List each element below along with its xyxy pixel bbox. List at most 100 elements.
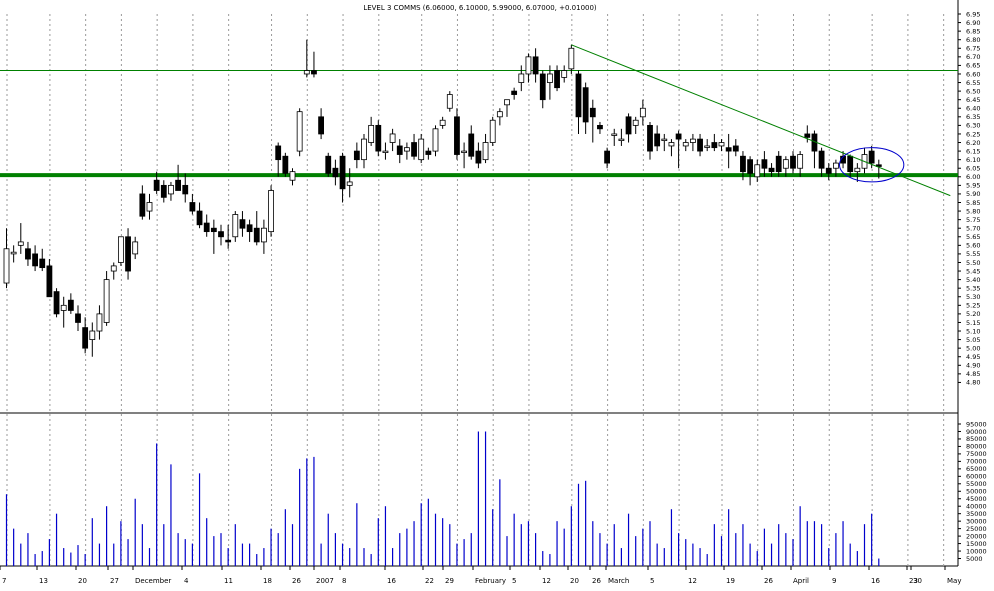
x-tick-label: 26 [592, 577, 601, 585]
candle-up [547, 73, 553, 83]
candle-down [768, 167, 775, 173]
volume-tick-label: 95000 [966, 420, 987, 428]
y-tick-label: 5.65 [966, 233, 980, 241]
candle-up [296, 111, 303, 152]
candle-down [196, 210, 203, 226]
highlight-ellipse [838, 147, 905, 183]
candle-down [868, 150, 875, 164]
x-tick-label: 22 [425, 577, 434, 585]
volume-tick-label: 40000 [966, 503, 987, 511]
candle-down [153, 179, 160, 191]
y-tick-label: 5.95 [966, 182, 980, 190]
candle-down [740, 155, 746, 173]
candle-down [818, 150, 825, 169]
candle-up [3, 248, 10, 284]
volume-tick-label: 75000 [966, 450, 987, 458]
chart-title: LEVEL 3 COMMS (6.06000, 6.10000, 5.99000… [363, 4, 597, 12]
candle-down [246, 224, 253, 233]
candle-down [39, 258, 46, 269]
y-tick-label: 6.05 [966, 165, 980, 173]
candle-down [589, 107, 596, 118]
y-tick-label: 5.30 [966, 293, 980, 301]
candle-down [175, 179, 182, 191]
y-tick-label: 6.10 [966, 156, 980, 164]
trendline [571, 44, 951, 197]
candle-up [782, 159, 789, 169]
x-tick-label: 4 [184, 577, 189, 585]
x-tick-label: March [608, 577, 629, 585]
y-tick-label: 5.05 [966, 336, 980, 344]
candle-up [346, 181, 353, 186]
x-tick-label: 11 [224, 577, 233, 585]
candle-down [332, 167, 339, 178]
volume-tick-label: 25000 [966, 525, 987, 533]
y-tick-label: 6.20 [966, 139, 980, 147]
volume-tick-label: 50000 [966, 488, 987, 496]
candle-down [125, 236, 131, 272]
candle-down [875, 164, 882, 167]
candle-down [804, 133, 811, 138]
y-tick-label: 6.15 [966, 147, 980, 155]
candle-down [160, 184, 167, 198]
candle-up [704, 145, 711, 148]
candle-down [454, 116, 460, 155]
candle-down [654, 133, 661, 147]
volume-tick-label: 45000 [966, 495, 987, 503]
candle-down [554, 70, 560, 89]
y-tick-label: 5.00 [966, 344, 980, 352]
candle-up [103, 279, 110, 323]
x-tick-label: 29 [445, 577, 454, 585]
candle-up [89, 330, 96, 340]
candle-up [718, 142, 725, 147]
candle-down [75, 313, 81, 323]
candle-up [446, 94, 453, 109]
candle-down [675, 133, 682, 140]
x-tick-label: 18 [263, 577, 272, 585]
candle-down [582, 87, 589, 123]
y-tick-label: 5.55 [966, 250, 980, 258]
candle-up [611, 133, 618, 136]
x-tick-label: 20 [570, 577, 579, 585]
candle-down [847, 155, 854, 173]
candle-down [253, 227, 260, 243]
candle-up [618, 138, 625, 141]
candle-up [232, 214, 239, 238]
candle-up [110, 265, 117, 272]
y-tick-label: 5.20 [966, 310, 980, 318]
candle-down [825, 167, 832, 174]
candle-up [682, 142, 689, 147]
candle-down [139, 193, 146, 217]
y-tick-label: 5.25 [966, 302, 980, 310]
candle-down [210, 227, 217, 233]
candle-down [790, 155, 796, 169]
candle-down [532, 56, 539, 75]
volume-tick-label: 10000 [966, 547, 987, 555]
candle-down [225, 239, 232, 243]
y-tick-label: 4.90 [966, 362, 980, 370]
candle-down [711, 142, 718, 149]
y-tick-label: 6.35 [966, 113, 980, 121]
volume-tick-label: 35000 [966, 510, 987, 518]
x-tick-label: 19 [726, 577, 735, 585]
candle-up [661, 138, 668, 141]
candle-down [747, 159, 753, 174]
y-tick-label: 6.70 [966, 53, 980, 61]
x-tick-label: 5 [650, 577, 654, 585]
y-tick-label: 4.85 [966, 370, 980, 378]
candle-up [632, 119, 639, 126]
candle-down [411, 142, 417, 157]
candle-up [568, 47, 575, 70]
y-tick-label: 5.40 [966, 276, 980, 284]
candle-down [189, 202, 196, 212]
y-tick-label: 4.95 [966, 353, 980, 361]
volume-tick-label: 80000 [966, 443, 987, 451]
y-tick-label: 5.60 [966, 242, 980, 250]
y-tick-label: 5.70 [966, 225, 980, 233]
candle-down [775, 155, 782, 173]
volume-tick-label: 90000 [966, 428, 987, 436]
y-tick-label: 6.50 [966, 87, 980, 95]
volume-tick-label: 30000 [966, 517, 987, 525]
candle-up [132, 241, 139, 255]
candle-down [475, 150, 482, 164]
